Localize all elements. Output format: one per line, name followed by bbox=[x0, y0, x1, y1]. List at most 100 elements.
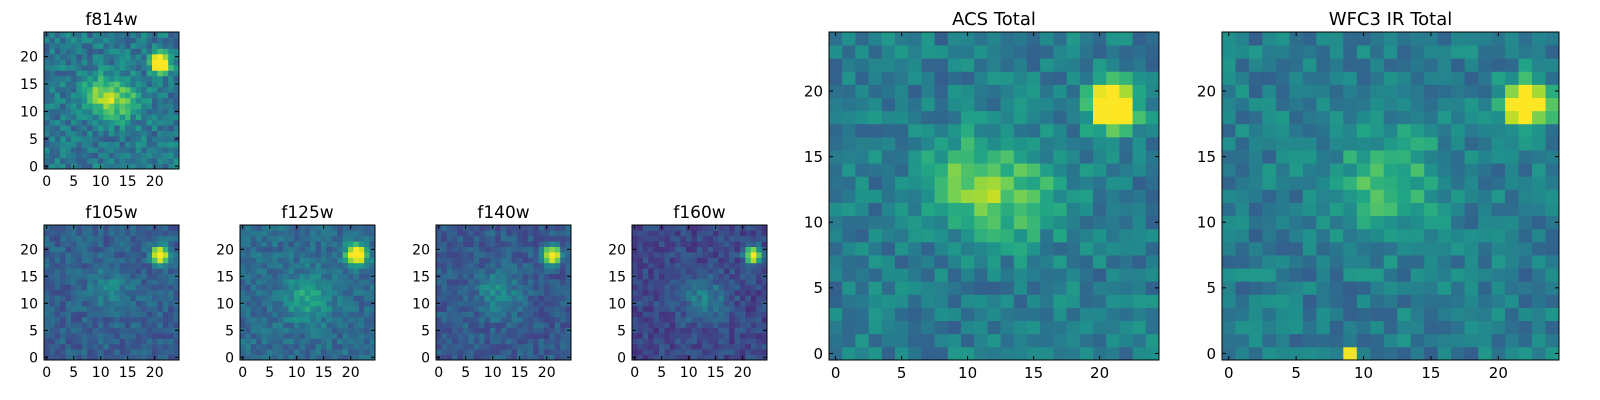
heatmap-cell bbox=[490, 230, 496, 237]
heatmap-cell bbox=[44, 295, 50, 301]
heatmap-cell bbox=[1437, 71, 1452, 85]
heatmap-cell bbox=[1356, 176, 1371, 190]
heatmap-cell bbox=[468, 295, 475, 301]
heatmap-cell bbox=[103, 97, 110, 104]
heatmap-cell bbox=[544, 241, 550, 247]
heatmap-cell bbox=[364, 306, 370, 312]
heatmap-cell bbox=[452, 349, 458, 355]
heatmap-cell bbox=[468, 252, 475, 258]
heatmap-cell bbox=[921, 333, 935, 348]
heatmap-cell bbox=[261, 246, 268, 253]
heatmap-cell bbox=[1329, 163, 1344, 177]
heatmap-cell bbox=[642, 279, 649, 285]
heatmap-cell bbox=[947, 189, 962, 203]
heatmap-cell bbox=[1532, 346, 1546, 361]
heatmap-cell bbox=[130, 289, 137, 296]
heatmap-cell bbox=[141, 108, 147, 115]
plot-frame bbox=[1221, 31, 1560, 361]
heatmap-cell bbox=[358, 349, 365, 355]
heatmap-cell bbox=[1119, 268, 1133, 282]
heatmap-cell bbox=[125, 70, 131, 77]
heatmap-cell bbox=[81, 246, 88, 253]
heatmap-cell bbox=[342, 284, 349, 291]
heatmap-cell bbox=[60, 311, 66, 318]
heatmap-cell bbox=[162, 295, 169, 301]
heatmap-cell bbox=[162, 163, 169, 170]
heatmap-cell bbox=[1505, 281, 1519, 295]
heatmap-cell bbox=[691, 306, 698, 312]
heatmap-cell bbox=[152, 311, 158, 318]
heatmap-cell bbox=[92, 37, 99, 44]
heatmap-cell bbox=[707, 279, 714, 285]
heatmap-cell bbox=[364, 354, 370, 361]
heatmap-cell bbox=[734, 284, 741, 291]
heatmap-cell bbox=[522, 354, 529, 361]
heatmap-cell bbox=[141, 114, 147, 121]
heatmap-cell bbox=[326, 284, 333, 291]
heatmap-cell bbox=[87, 327, 93, 334]
heatmap-cell bbox=[527, 354, 534, 361]
heatmap-cell bbox=[441, 252, 448, 258]
heatmap-cell bbox=[49, 64, 56, 71]
heatmap-cell bbox=[87, 284, 93, 291]
heatmap-cell bbox=[554, 306, 561, 312]
heatmap-cell bbox=[87, 354, 93, 361]
heatmap-cell bbox=[868, 176, 883, 190]
heatmap-cell bbox=[358, 322, 365, 328]
heatmap-cell bbox=[1145, 202, 1160, 217]
heatmap-cell bbox=[974, 333, 988, 348]
heatmap-cell bbox=[1491, 281, 1506, 295]
heatmap-cell bbox=[315, 327, 322, 334]
heatmap-cell bbox=[54, 273, 61, 280]
heatmap-cell bbox=[637, 338, 644, 345]
heatmap-cell bbox=[1106, 215, 1120, 230]
heatmap-cell bbox=[1013, 346, 1028, 361]
heatmap-cell bbox=[245, 316, 252, 323]
heatmap-cell bbox=[881, 346, 896, 361]
heatmap-cell bbox=[103, 295, 110, 301]
heatmap-cell bbox=[1000, 58, 1015, 72]
heatmap-cell bbox=[761, 225, 768, 231]
heatmap-cell bbox=[1316, 71, 1331, 85]
heatmap-cell bbox=[54, 300, 61, 307]
heatmap-cell bbox=[761, 338, 768, 345]
heatmap-cell bbox=[522, 241, 529, 247]
heatmap-cell bbox=[272, 343, 279, 350]
heatmap-cell bbox=[538, 349, 545, 355]
heatmap-cell bbox=[868, 346, 883, 361]
heatmap-cell bbox=[81, 333, 88, 339]
heatmap-cell bbox=[750, 343, 757, 350]
heatmap-cell bbox=[157, 119, 164, 126]
heatmap-cell bbox=[1383, 294, 1398, 308]
heatmap-cell bbox=[173, 262, 180, 269]
heatmap-cell bbox=[114, 141, 120, 148]
heatmap-cell bbox=[740, 300, 746, 307]
heatmap-cell bbox=[436, 295, 442, 301]
heatmap-cell bbox=[108, 119, 115, 126]
heatmap-cell bbox=[653, 235, 660, 242]
heatmap-cell bbox=[103, 279, 110, 285]
heatmap-cell bbox=[446, 284, 453, 291]
heatmap-cell bbox=[288, 241, 295, 247]
heatmap-cell bbox=[522, 235, 529, 242]
heatmap-cell bbox=[1478, 84, 1492, 98]
heatmap-cell bbox=[1275, 294, 1290, 308]
heatmap-cell bbox=[173, 70, 180, 77]
heatmap-cell bbox=[473, 268, 480, 274]
heatmap-cell bbox=[353, 257, 360, 264]
heatmap-cell bbox=[364, 289, 370, 296]
heatmap-cell bbox=[44, 333, 50, 339]
heatmap-cell bbox=[65, 311, 72, 318]
heatmap-cell bbox=[987, 32, 1001, 46]
heatmap-cell bbox=[162, 327, 169, 334]
heatmap-cell bbox=[87, 48, 93, 55]
heatmap-cell bbox=[146, 64, 153, 71]
heatmap-cell bbox=[653, 300, 660, 307]
heatmap-cell bbox=[1302, 281, 1317, 295]
heatmap-cell bbox=[141, 225, 147, 231]
heatmap-cell bbox=[103, 147, 110, 153]
heatmap-cell bbox=[842, 136, 856, 151]
heatmap-cell bbox=[1491, 176, 1506, 190]
heatmap-cell bbox=[479, 257, 485, 264]
heatmap-cell bbox=[141, 125, 147, 132]
